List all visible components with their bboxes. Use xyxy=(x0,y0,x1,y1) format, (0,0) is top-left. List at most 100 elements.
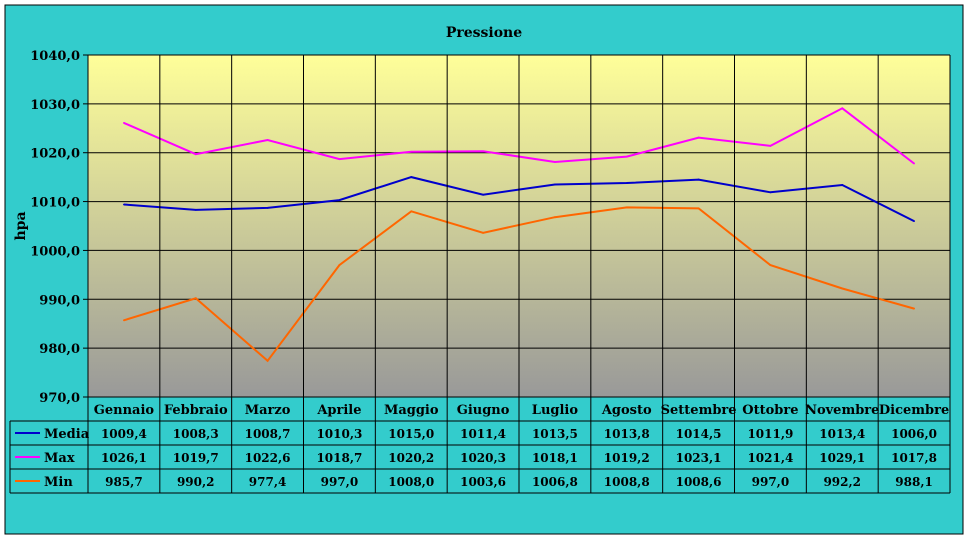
data-point xyxy=(913,307,915,310)
data-point xyxy=(123,122,125,124)
data-label: 1008,7 xyxy=(245,427,291,441)
y-tick-label: 1020,0 xyxy=(30,147,80,162)
y-tick-label: 1030,0 xyxy=(30,98,80,113)
data-point xyxy=(482,193,484,196)
data-point xyxy=(482,150,484,153)
data-point xyxy=(194,297,197,300)
data-point xyxy=(769,144,772,147)
data-point xyxy=(913,220,915,223)
data-label: 1022,6 xyxy=(245,451,291,465)
y-tick-label: 970,0 xyxy=(39,391,80,406)
data-point xyxy=(410,210,413,213)
legend-label: Max xyxy=(44,451,75,466)
y-axis-label: hpa xyxy=(13,211,29,240)
data-point xyxy=(194,153,197,156)
x-tick-label: Maggio xyxy=(384,403,439,418)
data-label: 1008,6 xyxy=(676,475,722,489)
data-point xyxy=(625,206,628,209)
data-label: 1017,8 xyxy=(891,451,937,465)
x-tick-label: Novembre xyxy=(805,403,879,418)
data-label: 1015,0 xyxy=(388,427,434,441)
data-point xyxy=(410,176,413,179)
data-point xyxy=(913,162,915,165)
data-point xyxy=(338,158,341,160)
data-label: 1014,5 xyxy=(676,427,722,441)
data-label: 977,4 xyxy=(249,475,287,489)
data-label: 997,0 xyxy=(752,475,790,489)
data-point xyxy=(625,182,628,184)
data-label: 1006,8 xyxy=(532,475,578,489)
data-label: 988,1 xyxy=(895,475,933,489)
data-label: 1008,3 xyxy=(173,427,219,441)
x-tick-label: Giugno xyxy=(457,403,510,418)
data-label: 1018,1 xyxy=(532,451,578,465)
data-label: 1003,6 xyxy=(460,475,506,489)
data-point xyxy=(554,216,556,219)
data-point xyxy=(194,208,197,211)
data-point xyxy=(841,107,844,110)
data-label: 992,2 xyxy=(823,475,861,489)
data-label: 1021,4 xyxy=(747,451,793,465)
data-point xyxy=(338,264,341,266)
data-point xyxy=(769,191,772,194)
data-label: 1023,1 xyxy=(676,451,722,465)
x-tick-label: Gennaio xyxy=(94,403,155,418)
data-label: 985,7 xyxy=(105,475,143,489)
data-point xyxy=(554,183,556,186)
data-point xyxy=(697,207,700,210)
data-point xyxy=(482,231,484,234)
data-point xyxy=(697,178,700,181)
data-label: 1006,0 xyxy=(891,427,937,441)
x-tick-label: Ottobre xyxy=(742,403,798,418)
data-point xyxy=(123,319,125,322)
data-label: 1008,0 xyxy=(388,475,434,489)
data-point xyxy=(697,136,700,139)
x-tick-label: Aprile xyxy=(316,403,361,418)
y-tick-label: 980,0 xyxy=(39,342,80,357)
y-tick-label: 1010,0 xyxy=(30,196,80,211)
data-point xyxy=(266,139,269,141)
data-point xyxy=(338,199,341,202)
x-tick-label: Dicembre xyxy=(879,403,949,418)
data-point xyxy=(554,161,556,163)
data-point xyxy=(266,359,269,362)
x-tick-label: Febbraio xyxy=(164,403,228,418)
data-label: 1029,1 xyxy=(819,451,865,465)
x-tick-label: Settembre xyxy=(661,403,737,418)
data-label: 1013,4 xyxy=(819,427,865,441)
data-label: 1019,2 xyxy=(604,451,650,465)
y-tick-label: 990,0 xyxy=(39,293,80,308)
data-label: 1009,4 xyxy=(101,427,147,441)
legend-label: Min xyxy=(44,475,73,490)
data-label: 1019,7 xyxy=(173,451,219,465)
data-label: 1011,4 xyxy=(460,427,506,441)
data-point xyxy=(769,264,772,266)
x-tick-label: Luglio xyxy=(532,403,579,418)
data-point xyxy=(123,203,125,206)
data-label: 1020,3 xyxy=(460,451,506,465)
legend-label: Media xyxy=(44,427,90,442)
data-point xyxy=(841,287,844,290)
data-label: 1010,3 xyxy=(316,427,362,441)
data-label: 997,0 xyxy=(321,475,359,489)
data-table: Gennaio Febbraio Marzo Aprile Maggio Giugno Lu… xyxy=(9,55,951,494)
data-point xyxy=(266,207,269,209)
data-label: 990,2 xyxy=(177,475,215,489)
data-label: 1008,8 xyxy=(604,475,650,489)
data-point xyxy=(625,155,628,158)
data-label: 1020,2 xyxy=(388,451,434,465)
x-tick-label: Agosto xyxy=(601,403,652,418)
data-label: 1013,8 xyxy=(604,427,650,441)
y-tick-label: 1000,0 xyxy=(30,244,80,259)
data-label: 1011,9 xyxy=(747,427,793,441)
data-label: 1018,7 xyxy=(316,451,362,465)
data-label: 1026,1 xyxy=(101,451,147,465)
data-point xyxy=(410,150,413,153)
data-point xyxy=(841,184,844,186)
y-tick-label: 1040,0 xyxy=(30,49,80,64)
y-axis-ticks: 970,0 980,0 990,0 1000,0 1010,0 1020,0 1030,0 1… xyxy=(30,49,88,406)
data-label: 1013,5 xyxy=(532,427,578,441)
x-tick-label: Marzo xyxy=(245,403,291,418)
chart-title: Pressione xyxy=(446,25,522,41)
